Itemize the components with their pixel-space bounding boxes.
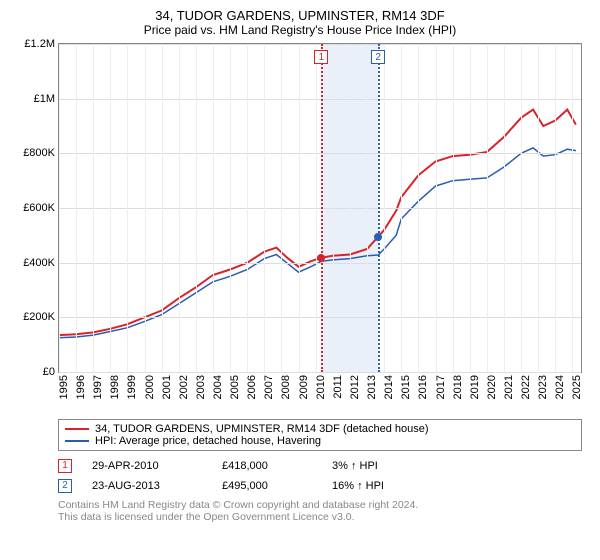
x-tick-label: 1996 xyxy=(75,375,87,399)
x-tick-label: 2021 xyxy=(503,375,515,399)
x-tick-label: 2010 xyxy=(315,375,327,399)
x-tick-label: 2004 xyxy=(212,375,224,399)
legend-item: 34, TUDOR GARDENS, UPMINSTER, RM14 3DF (… xyxy=(65,423,575,435)
chart-marker-icon: 2 xyxy=(371,50,385,64)
legend-swatch xyxy=(65,440,89,442)
legend-label: 34, TUDOR GARDENS, UPMINSTER, RM14 3DF (… xyxy=(95,423,429,435)
y-tick-label: £600K xyxy=(23,202,55,214)
x-tick-label: 2005 xyxy=(229,375,241,399)
x-tick-label: 1999 xyxy=(126,375,138,399)
plot-area: £0£200K£400K£600K£800K£1M£1.2M12 xyxy=(58,43,582,373)
x-tick-label: 2011 xyxy=(332,375,344,399)
license-text: Contains HM Land Registry data © Crown c… xyxy=(58,499,590,523)
x-tick-label: 2019 xyxy=(469,375,481,399)
x-tick-label: 2018 xyxy=(452,375,464,399)
transaction-date: 29-APR-2010 xyxy=(92,460,202,472)
y-tick-label: £400K xyxy=(23,257,55,269)
price-chart: 34, TUDOR GARDENS, UPMINSTER, RM14 3DF P… xyxy=(0,0,600,529)
marker-icon: 2 xyxy=(58,479,72,493)
legend-label: HPI: Average price, detached house, Have… xyxy=(95,435,321,447)
transaction-date: 23-AUG-2013 xyxy=(92,480,202,492)
x-tick-label: 2013 xyxy=(366,375,378,399)
x-tick-label: 2016 xyxy=(417,375,429,399)
x-tick-label: 2020 xyxy=(486,375,498,399)
x-tick-label: 2023 xyxy=(537,375,549,399)
transaction-diff: 3% ↑ HPI xyxy=(332,460,378,472)
x-tick-label: 2009 xyxy=(298,375,310,399)
x-tick-label: 2008 xyxy=(280,375,292,399)
x-tick-label: 1995 xyxy=(58,375,70,399)
y-tick-label: £200K xyxy=(23,311,55,323)
x-tick-label: 2003 xyxy=(195,375,207,399)
x-tick-label: 2024 xyxy=(554,375,566,399)
x-tick-label: 2017 xyxy=(435,375,447,399)
x-axis: 1995 1996 1997 1998 1999 2000 2001 2002 2003 2004… xyxy=(58,373,582,415)
y-tick-label: £1.2M xyxy=(24,38,55,50)
transaction-price: £495,000 xyxy=(222,480,312,492)
x-tick-label: 2012 xyxy=(349,375,361,399)
x-tick-label: 2002 xyxy=(178,375,190,399)
x-tick-label: 2007 xyxy=(263,375,275,399)
x-tick-label: 2006 xyxy=(246,375,258,399)
transaction-price: £418,000 xyxy=(222,460,312,472)
legend-swatch xyxy=(65,428,89,430)
y-tick-label: £800K xyxy=(23,147,55,159)
transaction-row: 1 29-APR-2010 £418,000 3% ↑ HPI xyxy=(58,459,590,473)
x-tick-label: 2001 xyxy=(161,375,173,399)
y-tick-label: £0 xyxy=(43,366,55,378)
chart-title: 34, TUDOR GARDENS, UPMINSTER, RM14 3DF xyxy=(10,8,590,23)
chart-marker-icon: 1 xyxy=(314,50,328,64)
transaction-list: 1 29-APR-2010 £418,000 3% ↑ HPI 2 23-AUG… xyxy=(58,459,590,493)
transaction-row: 2 23-AUG-2013 £495,000 16% ↑ HPI xyxy=(58,479,590,493)
x-tick-label: 2015 xyxy=(400,375,412,399)
x-tick-label: 1997 xyxy=(92,375,104,399)
x-tick-label: 1998 xyxy=(109,375,121,399)
x-tick-label: 2022 xyxy=(520,375,532,399)
legend: 34, TUDOR GARDENS, UPMINSTER, RM14 3DF (… xyxy=(58,419,582,451)
x-tick-label: 2025 xyxy=(571,375,583,399)
y-tick-label: £1M xyxy=(34,93,55,105)
transaction-diff: 16% ↑ HPI xyxy=(332,480,384,492)
legend-item: HPI: Average price, detached house, Have… xyxy=(65,435,575,447)
x-tick-label: 2014 xyxy=(383,375,395,399)
x-tick-label: 2000 xyxy=(144,375,156,399)
chart-subtitle: Price paid vs. HM Land Registry's House … xyxy=(10,23,590,37)
marker-icon: 1 xyxy=(58,459,72,473)
